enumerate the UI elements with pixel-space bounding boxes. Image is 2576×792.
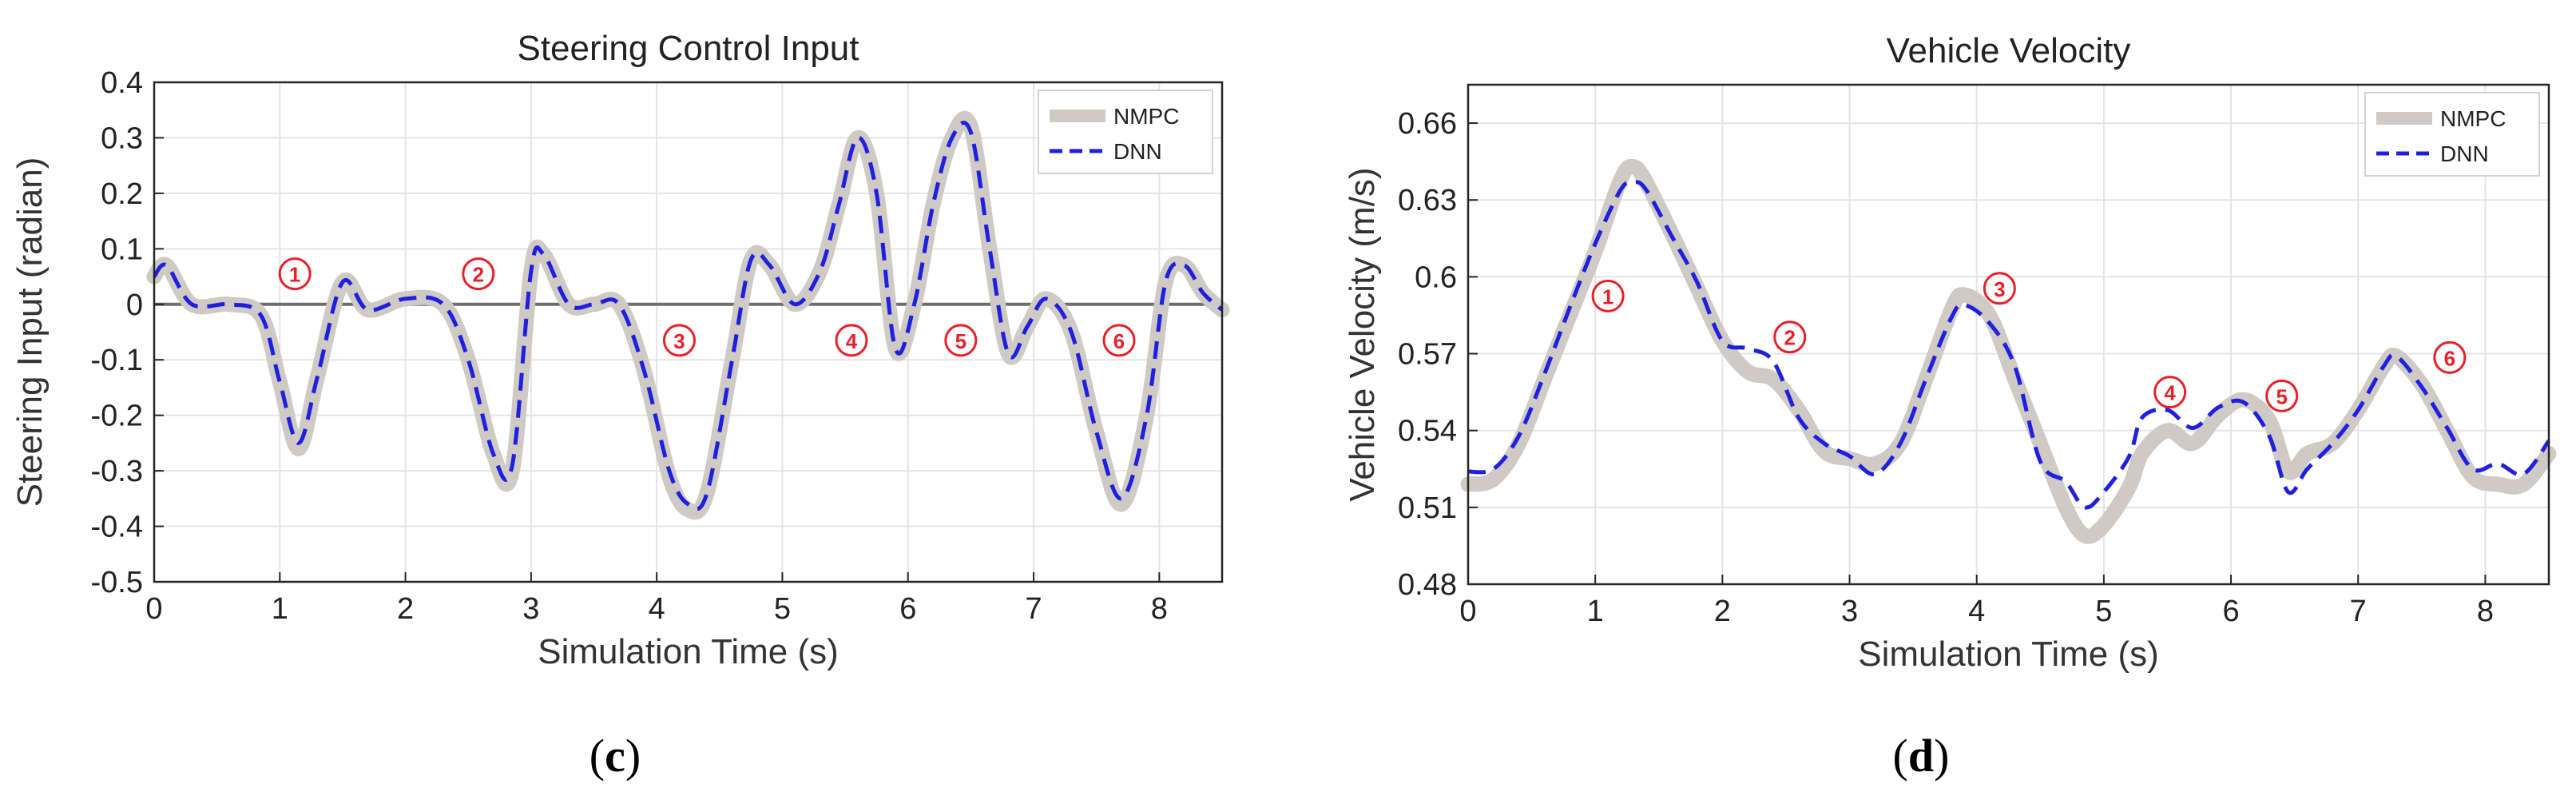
c1-legend [2364,92,2540,177]
c1-y-tick-label-0: 0.66 [1398,107,1457,141]
c0-legend-label-dnn: DNN [1113,139,1162,164]
c0-legend-label-nmpc: NMPC [1113,104,1179,129]
c1-title: Vehicle Velocity [1887,31,2131,70]
c1-x-tick-label-8: 8 [2477,595,2494,628]
c1-axes-frame [1467,83,2550,586]
caption-d-open: ( [1893,730,1908,782]
c1-y-axis-label: Vehicle Velocity (m/s) [1343,167,1382,501]
c0-title: Steering Control Input [517,29,859,68]
c0-y-tick-label-8: -0.4 [91,511,143,544]
c0-marker-4: 4 [846,329,858,353]
c1-x-tick-label-6: 6 [2222,595,2239,628]
c0-x-tick-label-6: 6 [899,592,916,626]
c0-marker-1-circle [278,257,312,291]
c1-marker-6: 6 [2444,346,2455,370]
c0-y-tick-label-2: 0.2 [101,177,143,211]
c0-y-axis-label: Steering Input (radian) [10,157,50,507]
chart-velocity: 0 1 2 3 4 5 6 7 8 0.66 0.63 0.6 0.57 0.54 0.51 0.48 Vehi… [1343,31,2557,674]
c0-marker-2-circle [462,257,495,291]
c1-y-tick-label-3: 0.57 [1398,338,1457,372]
c1-marker-4: 4 [2164,381,2176,405]
c0-y-tick-label-3: 0.1 [101,233,143,266]
c0-marker-5-circle [944,324,978,357]
c1-x-tick-label-4: 4 [1968,595,1985,628]
c0-y-tick-label-1: 0.3 [101,121,143,155]
c1-x-tick-label-2: 2 [1714,595,1731,628]
c0-x-tick-label-2: 2 [397,592,414,626]
c0-y-tick-label-6: -0.2 [91,400,143,433]
c0-y-tick-label-5: -0.1 [91,344,143,377]
c0-x-axis-label: Simulation Time (s) [538,632,839,671]
c0-axes-frame [153,81,1224,583]
c0-y-tick-label-7: -0.3 [91,455,143,488]
c1-y-tick-label-5: 0.51 [1398,492,1457,525]
c0-x-tick-label-4: 4 [649,592,665,626]
caption-c-open: ( [589,730,605,782]
c0-marker-2: 2 [473,263,484,287]
c1-y-tick-label-2: 0.6 [1415,261,1457,294]
c0-x-tick-label-1: 1 [272,592,288,626]
c1-marker-3-circle [1983,272,2016,305]
c0-marker-5: 5 [955,329,966,353]
c1-y-tick-label-1: 0.63 [1398,184,1457,217]
caption-d-close: ) [1934,730,1949,782]
c1-marker-5-circle [2265,379,2299,412]
c0-y-tick-label-0: 0.4 [101,66,143,100]
c1-legend-label-nmpc: NMPC [2440,106,2506,131]
c0-marker-3: 3 [673,329,685,353]
caption-d: (d) [1893,730,1950,782]
c0-y-tick-label-4: 0 [126,289,143,322]
c0-x-tick-label-5: 5 [774,592,791,626]
c0-marker-3-circle [662,324,696,357]
c1-x-tick-label-7: 7 [2350,595,2367,628]
c0-marker-6: 6 [1113,329,1125,353]
c0-marker-6-circle [1102,324,1136,357]
caption-c-letter: c [605,730,625,782]
c1-marker-4-circle [2153,376,2187,409]
c1-x-tick-label-3: 3 [1841,595,1858,628]
c0-x-tick-label-0: 0 [145,592,162,626]
caption-c: (c) [589,730,641,782]
c1-x-axis-label: Simulation Time (s) [1858,635,2159,674]
c1-marker-2: 2 [1784,326,1795,350]
c0-marker-4-circle [835,324,868,357]
c1-x-tick-label-5: 5 [2095,595,2112,628]
c1-x-tick-label-0: 0 [1459,595,1476,628]
c0-x-tick-label-3: 3 [522,592,539,626]
c0-y-tick-label-9: -0.5 [91,566,143,599]
c1-x-tick-label-1: 1 [1587,595,1604,628]
c1-series-dnn [1467,179,2551,510]
chart-steering: 0 1 2 3 4 5 6 7 8 0.4 0.3 0.2 0.1 0 -0.1 -0.2 -0.3 -0.4 -0… [10,29,1230,671]
c0-x-tick-label-7: 7 [1025,592,1042,626]
c1-marker-1-circle [1591,279,1625,312]
c1-marker-6-circle [2433,340,2467,374]
c0-x-tick-label-8: 8 [1151,592,1168,626]
c1-y-tick-label-6: 0.48 [1398,568,1457,602]
c1-marker-1: 1 [1602,285,1613,308]
c1-legend-label-dnn: DNN [2440,141,2489,166]
c0-legend [1038,90,1213,174]
c1-y-tick-label-4: 0.54 [1398,415,1457,448]
c0-marker-1: 1 [289,263,300,287]
c1-marker-2-circle [1773,320,1807,354]
caption-c-close: ) [625,730,641,782]
c1-marker-3: 3 [1994,277,2005,301]
c1-marker-5: 5 [2276,384,2287,408]
c0-series-dnn [152,121,1224,511]
caption-d-letter: d [1908,730,1934,782]
